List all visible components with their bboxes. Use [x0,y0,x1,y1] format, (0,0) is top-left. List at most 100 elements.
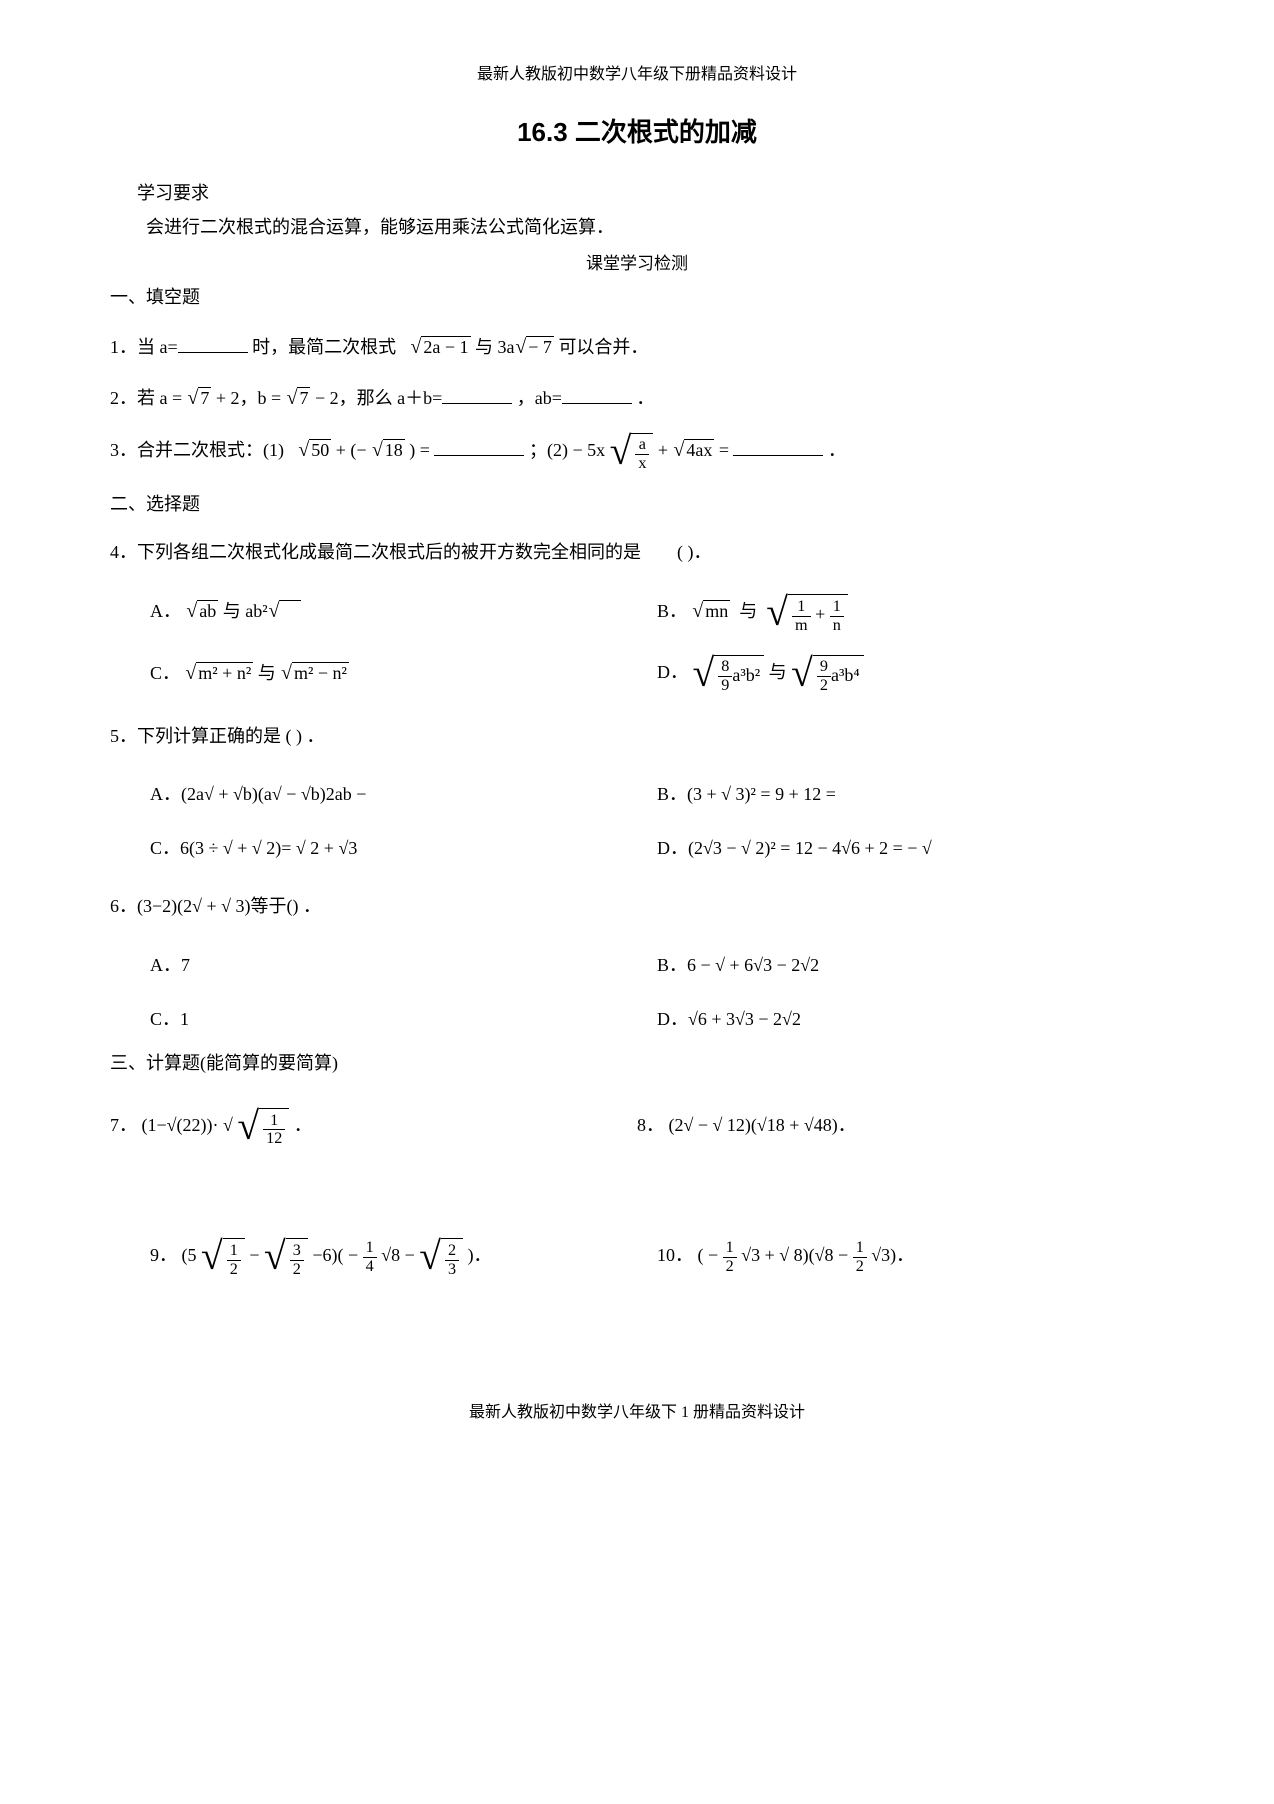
intro-label: 学习要求 [110,176,1164,210]
frac-num: 3 [290,1242,304,1261]
expr: (2√ − √ 12)(√18 + √48)． [669,1115,856,1135]
q3-sep: ；(2) − 5x [529,440,605,460]
q2-a5: ． [636,388,654,408]
question-6: 6．(3−2)(2√ + √ 3)等于() ． [110,889,1164,923]
radicand: m² + n² [196,662,253,683]
expr: (5 [182,1245,197,1265]
sqrt-icon: √ax [610,433,654,473]
frac-num: 1 [227,1242,241,1261]
frac-num: 9 [817,658,831,677]
intro-text: 会进行二次根式的混合运算，能够运用乘法公式简化运算． [110,210,1164,244]
frac-num: 1 [263,1112,285,1131]
question-1: 1．当 a= 时，最简二次根式 2a − 1 与 3a− 7 可以合并． [110,329,1164,367]
expr: a³b⁴ [831,665,860,685]
problems-row-1: 7． (1−√(22))· √ √112 ． 8． (2√ − √ 12)(√1… [110,1108,1164,1148]
page-header: 最新人教版初中数学八年级下册精品资料设计 [110,60,1164,90]
option-b: B．(3 + √ 3)² = 9 + 12 = [657,777,1164,811]
sqrt-icon: 7 [187,380,212,418]
section-3-heading: 三、计算题(能简算的要简算) [110,1046,1164,1080]
blank [442,385,512,404]
option-b: B．6 − √ + 6√3 − 2√2 [657,948,1164,982]
option-d: D．√6 + 3√3 − 2√2 [657,1002,1164,1036]
sqrt-icon: √32 [264,1238,308,1278]
opt-label: C． [150,663,180,683]
radicand: 4ax [684,439,714,460]
sqrt-icon: ab [186,593,219,631]
sqrt-icon: 2a − 1 [410,329,471,367]
frac-num: 8 [718,658,732,677]
sqrt-icon: 7 [286,380,311,418]
expr: √8 − [381,1245,415,1265]
q2-a3: − 2，那么 a＋b= [315,388,442,408]
question-8: 8． (2√ − √ 12)(√18 + √48)． [637,1108,1164,1148]
sqrt-icon: 4ax [673,432,715,470]
expr: √3)． [871,1245,914,1265]
q6-options: A．7 B．6 − √ + 6√3 − 2√2 C．1 D．√6 + 3√3 −… [150,938,1164,1046]
expr: ( − [698,1245,719,1265]
question-5: 5．下列计算正确的是 ( ) ． [110,719,1164,753]
option-d: D． √ 89a³b² 与 √ 92a³b⁴ [657,655,1164,695]
sqrt-icon: m² + n² [185,655,254,693]
frac-den: 2 [290,1261,304,1279]
q-label: 8． [637,1115,664,1135]
opt-label: B． [657,601,687,621]
q1-with: 与 3a [475,337,515,357]
opt-label: D． [657,662,688,682]
expr: )． [468,1245,492,1265]
expr: √3 + √ 8)(√8 − [741,1245,848,1265]
option-b: B． mn 与 √ 1m + 1n [657,593,1164,634]
question-7: 7． (1−√(22))· √ √112 ． [110,1108,637,1148]
q4-options: A． ab 与 ab² B． mn 与 √ 1m + 1n C． m² + n²… [150,583,1164,704]
blank [562,385,632,404]
page-footer: 最新人教版初中数学八年级下 1 册精品资料设计 [110,1398,1164,1428]
q3-pre: 3．合并二次根式：(1) [110,440,284,460]
frac-num: 1 [792,598,811,617]
question-2: 2．若 a = 7 + 2，b = 7 − 2，那么 a＋b= ，ab= ． [110,380,1164,418]
sqrt-icon: √23 [419,1238,463,1278]
radicand: mn [703,600,730,621]
option-c: C． m² + n² 与 m² − n² [150,655,657,695]
sqrt-icon: − 7 [515,329,554,367]
opt-text: 与 ab² [223,601,268,621]
q4-text: 4．下列各组二次根式化成最简二次根式后的被开方数完全相同的是 [110,542,641,562]
q3-eq2: = [719,440,734,460]
expr: a³b² [732,665,760,685]
option-d: D．(2√3 − √ 2)² = 12 − 4√6 + 2 = − √ [657,831,1164,865]
q2-a2: + 2，b = [216,388,281,408]
option-a: A．7 [150,948,657,982]
option-a: A．(2a√ + √b)(a√ − √b)2ab − [150,777,657,811]
minus-sign: − [249,1245,264,1265]
q5-options: A．(2a√ + √b)(a√ − √b)2ab − B．(3 + √ 3)² … [150,767,1164,875]
frac-num: 2 [445,1242,459,1261]
section-1-heading: 一、填空题 [110,280,1164,314]
blank [733,437,823,456]
radicand: 7 [198,387,211,408]
frac-den: 4 [363,1258,377,1276]
frac-num: 1 [363,1239,377,1258]
sqrt-icon: √12 [201,1238,245,1278]
sqrt-icon: √ 89a³b² [693,655,765,695]
page-title: 16.3 二次根式的加减 [110,108,1164,157]
opt-text: 与 [258,663,276,683]
plus-sign: + [815,604,830,624]
sqrt-icon: 50 [298,432,332,470]
frac-den: 2 [853,1258,867,1276]
section-2-heading: 二、选择题 [110,487,1164,521]
q1-mid: 时，最简二次根式 [252,337,396,357]
period: ． [294,1115,312,1135]
q-label: 7． [110,1115,137,1135]
q2-a4: ，ab= [517,388,562,408]
q3-plus: + (− [336,440,367,460]
question-9: 9． (5 √12 − √32 −6)( − 14 √8 − √23 )． [150,1238,657,1278]
q3-plus2: + [658,440,668,460]
radicand: m² − n² [292,662,349,683]
frac-num: 1 [853,1239,867,1258]
problems-row-2: 9． (5 √12 − √32 −6)( − 14 √8 − √23 )． 10… [150,1238,1164,1278]
frac-den: n [830,617,844,635]
question-4: 4．下列各组二次根式化成最简二次根式后的被开方数完全相同的是 ( )． [110,535,1164,569]
frac-den: 2 [227,1261,241,1279]
radicand: 7 [297,387,310,408]
frac-den: 9 [718,677,732,695]
sqrt-icon: √ 92a³b⁴ [791,655,864,695]
radicand: 18 [383,439,405,460]
